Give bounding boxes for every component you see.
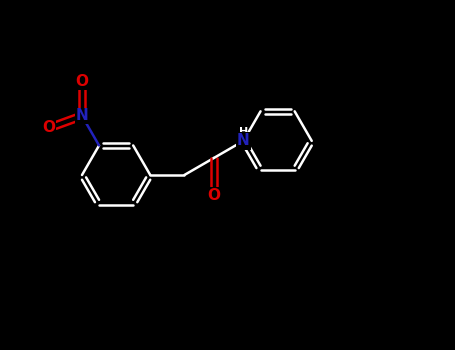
Text: H: H [239, 127, 248, 137]
Text: O: O [76, 74, 88, 89]
Text: O: O [207, 188, 220, 203]
Text: N: N [76, 108, 88, 124]
Text: O: O [43, 120, 56, 135]
Text: N: N [237, 133, 250, 148]
